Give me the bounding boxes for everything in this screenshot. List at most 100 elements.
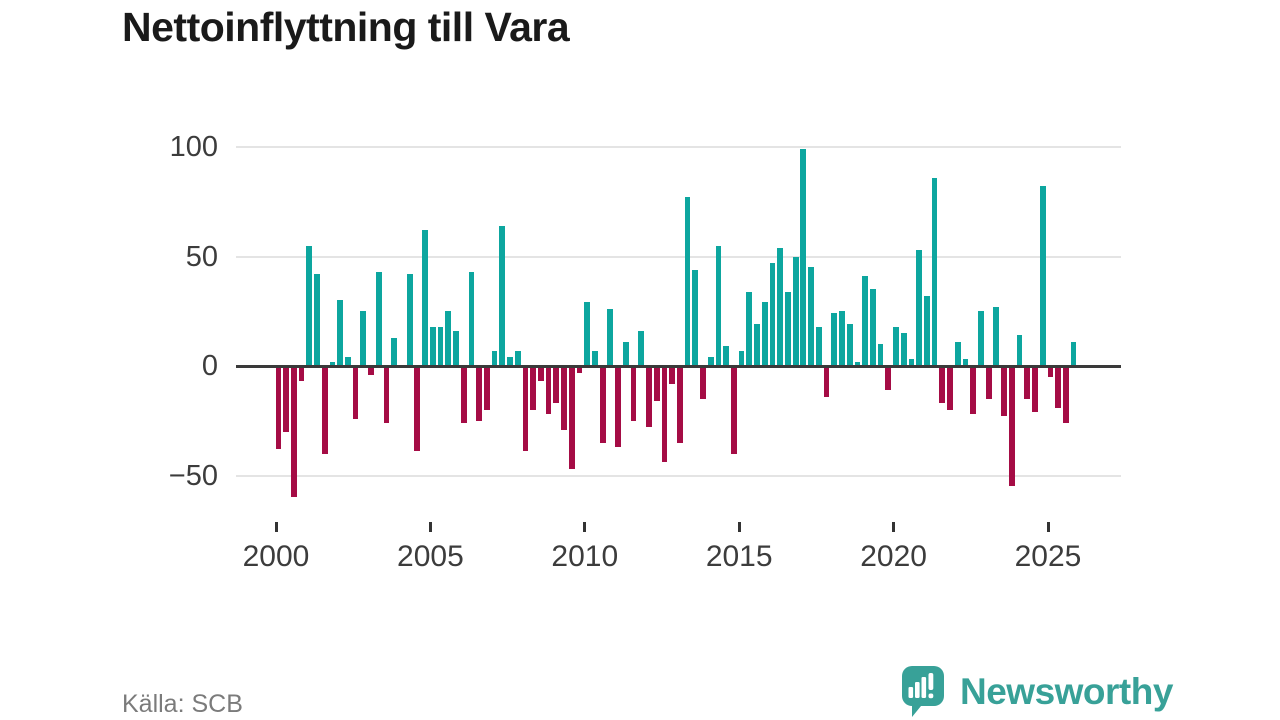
bar-positive xyxy=(738,350,745,366)
x-axis-tick xyxy=(274,522,278,532)
bar-positive xyxy=(507,357,513,366)
bar-positive xyxy=(808,267,814,366)
bar-negative xyxy=(1024,366,1031,399)
bar-negative xyxy=(646,366,652,428)
x-axis-label: 2025 xyxy=(1014,540,1082,573)
bar-positive xyxy=(754,324,760,366)
bar-positive xyxy=(777,247,784,366)
bar-positive xyxy=(723,346,730,366)
bar-positive xyxy=(607,309,614,366)
bar-positive xyxy=(800,149,807,366)
bar-positive xyxy=(854,361,861,366)
bar-negative xyxy=(630,366,637,421)
x-axis-label: 2000 xyxy=(242,540,310,573)
bar-positive xyxy=(468,271,475,366)
bar-positive xyxy=(437,326,444,366)
x-axis-tick xyxy=(1046,522,1050,532)
bar-positive xyxy=(746,291,753,366)
bar-positive xyxy=(769,263,776,366)
y-axis-label: 100 xyxy=(169,131,218,163)
newsworthy-logo[interactable]: Newsworthy xyxy=(902,666,1173,718)
bar-positive xyxy=(692,269,699,366)
bar-positive xyxy=(1016,335,1023,366)
bar-positive xyxy=(831,313,838,366)
bar-positive xyxy=(931,177,938,366)
x-axis-label: 2020 xyxy=(860,540,927,573)
bar-negative xyxy=(700,366,706,399)
bar-negative xyxy=(545,366,552,415)
bar-negative xyxy=(1032,366,1038,412)
bar-negative xyxy=(460,366,467,423)
y-axis-label: 0 xyxy=(201,350,218,382)
bar-positive xyxy=(815,326,822,366)
bar-positive xyxy=(337,300,344,366)
x-axis-tick xyxy=(428,522,432,532)
bar-positive xyxy=(839,311,845,366)
bar-positive xyxy=(375,271,382,366)
bar-negative xyxy=(561,366,567,430)
bar-negative xyxy=(885,366,892,391)
bar-negative xyxy=(970,366,977,415)
bar-negative xyxy=(669,366,676,384)
bar-negative xyxy=(530,366,537,410)
bar-negative xyxy=(730,366,737,454)
bar-positive xyxy=(329,361,336,366)
bar-positive xyxy=(792,256,799,366)
bar-negative xyxy=(483,366,490,410)
bar-positive xyxy=(978,311,984,366)
bar-negative xyxy=(939,366,946,404)
bar-positive xyxy=(962,359,969,366)
bar-positive xyxy=(406,274,413,366)
bar-positive xyxy=(715,245,722,366)
x-axis-label: 2015 xyxy=(705,540,773,573)
bar-positive xyxy=(993,306,1000,366)
chart-title: Nettoinflyttning till Vara xyxy=(122,4,570,50)
bar-positive xyxy=(846,324,853,366)
bar-positive xyxy=(893,326,899,366)
source-label: Källa: SCB xyxy=(122,690,243,718)
y-axis-label: −50 xyxy=(168,459,218,492)
bar-positive xyxy=(445,311,452,366)
bar-positive xyxy=(499,225,506,366)
gridline-100 xyxy=(236,146,1121,148)
bar-negative xyxy=(553,366,560,404)
x-axis-tick xyxy=(737,522,741,532)
bar-positive xyxy=(514,350,521,366)
bar-positive xyxy=(869,289,876,366)
bar-positive xyxy=(429,326,436,366)
bar-negative xyxy=(615,366,621,448)
gridline-50 xyxy=(236,255,1121,258)
bar-positive xyxy=(622,341,629,366)
bar-negative xyxy=(414,366,421,452)
newsworthy-chat-bars-icon xyxy=(902,666,944,717)
bar-negative xyxy=(522,366,529,452)
bar-negative xyxy=(576,366,583,373)
bar-positive xyxy=(1039,186,1046,366)
bar-positive xyxy=(761,302,768,366)
bar-negative xyxy=(275,366,282,450)
x-axis-label: 2005 xyxy=(397,540,464,573)
bar-negative xyxy=(653,366,660,402)
bar-positive xyxy=(638,330,645,366)
bar-negative xyxy=(476,366,483,421)
bar-positive xyxy=(360,311,367,366)
bar-negative xyxy=(676,366,683,443)
bar-negative xyxy=(368,366,374,375)
bar-positive xyxy=(592,350,598,366)
gridline--50 xyxy=(236,474,1121,477)
bar-positive xyxy=(707,357,714,366)
bar-negative xyxy=(947,366,953,410)
logo-exclamation-dot xyxy=(928,693,934,699)
logo-bar-large xyxy=(921,677,927,698)
bar-positive xyxy=(306,245,313,366)
bar-positive xyxy=(1070,341,1077,366)
bar-positive xyxy=(422,230,428,366)
bar-positive xyxy=(391,337,398,366)
bar-negative xyxy=(537,366,544,382)
logo-bar-small xyxy=(908,687,914,698)
bar-positive xyxy=(900,333,907,366)
newsworthy-wordmark: Newsworthy xyxy=(960,671,1173,712)
bar-positive xyxy=(908,359,915,366)
bar-negative xyxy=(661,366,668,463)
bar-positive xyxy=(584,302,591,366)
